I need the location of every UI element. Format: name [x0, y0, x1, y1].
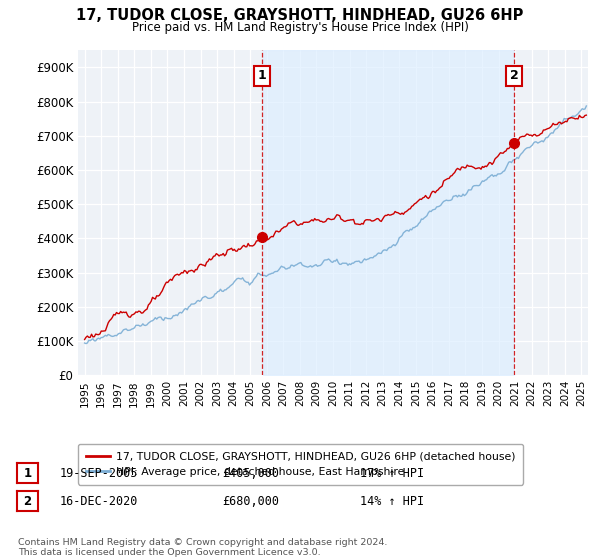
Text: 16-DEC-2020: 16-DEC-2020 [60, 494, 139, 508]
Text: £680,000: £680,000 [222, 494, 279, 508]
Text: Price paid vs. HM Land Registry's House Price Index (HPI): Price paid vs. HM Land Registry's House … [131, 21, 469, 34]
Legend: 17, TUDOR CLOSE, GRAYSHOTT, HINDHEAD, GU26 6HP (detached house), HPI: Average pr: 17, TUDOR CLOSE, GRAYSHOTT, HINDHEAD, GU… [79, 444, 523, 484]
Text: Contains HM Land Registry data © Crown copyright and database right 2024.
This d: Contains HM Land Registry data © Crown c… [18, 538, 388, 557]
Text: 2: 2 [510, 69, 518, 82]
Text: 1: 1 [257, 69, 266, 82]
Text: 17, TUDOR CLOSE, GRAYSHOTT, HINDHEAD, GU26 6HP: 17, TUDOR CLOSE, GRAYSHOTT, HINDHEAD, GU… [76, 8, 524, 24]
Text: 2: 2 [23, 494, 32, 508]
Text: 1: 1 [23, 466, 32, 480]
Text: £405,000: £405,000 [222, 466, 279, 480]
Text: 14% ↑ HPI: 14% ↑ HPI [360, 494, 424, 508]
Text: 17% ↑ HPI: 17% ↑ HPI [360, 466, 424, 480]
Text: 19-SEP-2005: 19-SEP-2005 [60, 466, 139, 480]
